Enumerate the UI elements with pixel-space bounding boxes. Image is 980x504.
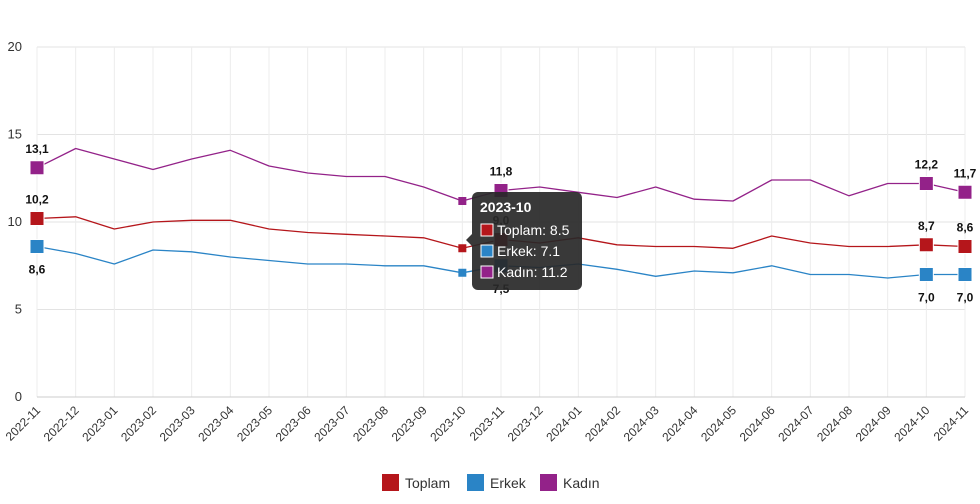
x-tick-label: 2023-03 xyxy=(157,403,198,444)
legend-label: Toplam xyxy=(405,475,450,491)
data-label: 7,0 xyxy=(918,291,935,305)
legend-label: Kadın xyxy=(563,475,600,491)
x-tick-label: 2022-11 xyxy=(3,403,44,444)
x-tick-label: 2023-09 xyxy=(389,403,430,444)
tooltip-line: Erkek: 7.1 xyxy=(497,243,560,259)
legend-item-erkek[interactable]: Erkek xyxy=(467,474,527,491)
x-tick-label: 2023-01 xyxy=(79,403,120,444)
y-tick-label: 20 xyxy=(8,39,22,54)
data-label: 8,7 xyxy=(918,219,935,233)
data-label: 13,1 xyxy=(25,142,49,156)
x-tick-label: 2024-04 xyxy=(659,403,700,444)
x-tick-label: 2024-07 xyxy=(775,403,816,444)
point-marker[interactable] xyxy=(957,267,973,282)
data-label: 8,6 xyxy=(29,263,46,277)
hover-marker[interactable] xyxy=(458,268,467,277)
legend-swatch xyxy=(382,474,399,491)
hover-marker[interactable] xyxy=(458,244,467,253)
x-tick-label: 2023-04 xyxy=(195,403,236,444)
legend-item-kadın[interactable]: Kadın xyxy=(540,474,600,491)
tooltip-swatch xyxy=(480,244,494,258)
y-tick-label: 5 xyxy=(15,302,22,317)
x-tick-label: 2022-12 xyxy=(41,403,82,444)
point-marker[interactable] xyxy=(918,237,934,253)
legend-swatch xyxy=(540,474,557,491)
x-tick-label: 2024-03 xyxy=(621,403,662,444)
tooltip-swatch xyxy=(480,265,494,279)
tooltip-title: 2023-10 xyxy=(480,199,532,215)
legend-label: Erkek xyxy=(490,475,527,491)
point-marker[interactable] xyxy=(29,211,45,226)
legend-item-toplam[interactable]: Toplam xyxy=(382,474,450,491)
y-tick-label: 10 xyxy=(8,214,22,229)
tooltip-swatch xyxy=(480,223,494,237)
x-tick-label: 2024-08 xyxy=(814,403,855,444)
x-tick-label: 2024-05 xyxy=(698,403,739,444)
x-tick-label: 2023-05 xyxy=(234,403,275,444)
data-label: 11,8 xyxy=(490,165,513,179)
tooltip: 2023-10 Toplam: 8.5 Erkek: 7.1 Kadın: 11.2 xyxy=(466,192,582,290)
point-marker[interactable] xyxy=(957,184,973,200)
tooltip-line: Toplam: 8.5 xyxy=(497,222,570,238)
x-tick-label: 2024-11 xyxy=(931,403,972,444)
point-marker[interactable] xyxy=(918,176,934,191)
y-tick-label: 0 xyxy=(15,389,22,404)
x-tick-label: 2023-06 xyxy=(273,403,314,444)
tooltip-caret xyxy=(466,234,472,246)
x-tick-label: 2023-07 xyxy=(311,403,352,444)
legend: Toplam Erkek Kadın xyxy=(382,474,600,491)
data-label: 12,2 xyxy=(915,158,939,172)
x-tick-label: 2023-02 xyxy=(118,403,159,444)
tooltip-line: Kadın: 11.2 xyxy=(497,264,568,280)
x-tick-label: 2023-10 xyxy=(427,403,468,444)
x-tick-label: 2024-01 xyxy=(543,403,584,444)
x-tick-label: 2023-11 xyxy=(467,403,508,444)
x-tick-label: 2024-02 xyxy=(582,403,623,444)
data-label: 8,6 xyxy=(957,221,974,235)
y-tick-label: 15 xyxy=(8,127,22,142)
x-tick-label: 2023-08 xyxy=(350,403,391,444)
data-label: 10,2 xyxy=(25,193,49,207)
data-label: 11,7 xyxy=(954,166,977,180)
legend-swatch xyxy=(467,474,484,491)
point-marker[interactable] xyxy=(29,160,45,176)
data-label: 7,0 xyxy=(957,291,974,305)
point-marker[interactable] xyxy=(918,267,934,282)
x-tick-label: 2024-06 xyxy=(737,403,778,444)
point-marker[interactable] xyxy=(29,239,45,254)
hover-marker[interactable] xyxy=(458,197,467,205)
x-tick-label: 2024-09 xyxy=(853,403,894,444)
point-marker[interactable] xyxy=(957,239,973,254)
x-tick-label: 2024-10 xyxy=(891,403,932,444)
x-tick-label: 2023-12 xyxy=(505,403,546,444)
tooltip-box xyxy=(472,192,582,290)
